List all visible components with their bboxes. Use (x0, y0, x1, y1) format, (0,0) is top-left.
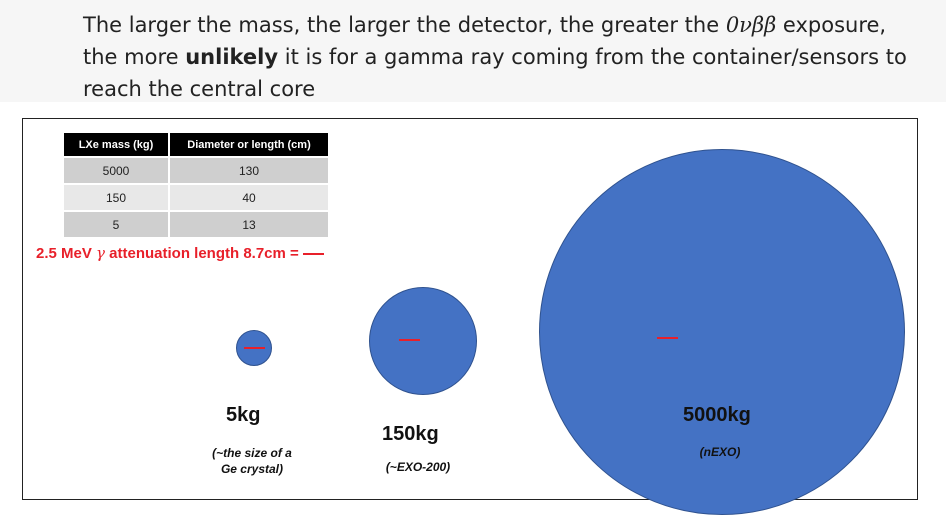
table-cell-diameter: 40 (169, 183, 328, 211)
table-row: 5 13 (64, 210, 328, 237)
table-cell-diameter: 130 (169, 156, 328, 184)
table-row: 150 40 (64, 183, 328, 211)
heading-line-3: reach the central core (83, 77, 316, 101)
detector-note: (~EXO-200) (368, 459, 468, 475)
table-row: 5000 130 (64, 156, 328, 184)
table-header-diameter: Diameter or length (cm) (169, 133, 328, 157)
attenuation-mark-5000kg (657, 337, 678, 339)
attenuation-scale-mark (302, 253, 324, 256)
attenuation-text: attenuation length 8.7cm = (105, 245, 299, 262)
detector-circle-150kg (369, 287, 477, 395)
attenuation-mark-5kg (244, 347, 265, 349)
attenuation-label: 2.5 MeV γ attenuation length 8.7cm = (36, 244, 324, 262)
detector-note-line: (~the size of a (212, 446, 292, 460)
heading-text: exposure, (776, 13, 887, 37)
table-cell-diameter: 13 (169, 210, 328, 237)
detector-note-line: (~EXO-200) (385, 460, 451, 474)
heading-text: the more (83, 45, 186, 69)
table-cell-mass: 5000 (64, 156, 170, 184)
heading-line-2: the more unlikely it is for a gamma ray … (83, 41, 933, 73)
detector-mass-label: 150kg (382, 423, 439, 445)
attenuation-mark-150kg (399, 339, 420, 341)
heading-text: it is for a gamma ray coming from the co… (278, 45, 907, 69)
attenuation-text: 2.5 MeV (36, 245, 97, 262)
gamma-symbol: γ (96, 244, 105, 262)
mass-diameter-table: LXe mass (kg) Diameter or length (cm) 50… (64, 133, 328, 237)
heading-text: The larger the mass, the larger the dete… (83, 13, 726, 37)
header-band (0, 0, 946, 102)
heading-math: 0νββ (725, 13, 777, 37)
table-header-row: LXe mass (kg) Diameter or length (cm) (64, 133, 328, 157)
detector-note-line: (nEXO) (699, 445, 741, 459)
slide-heading: The larger the mass, the larger the dete… (83, 9, 933, 105)
table-header-mass: LXe mass (kg) (64, 133, 170, 157)
detector-note: (~the size of a Ge crystal) (197, 445, 307, 477)
heading-line-1: The larger the mass, the larger the dete… (83, 9, 933, 41)
detector-mass-label: 5000kg (683, 404, 751, 426)
detector-note-line: Ge crystal) (220, 462, 284, 476)
detector-mass-label: 5kg (226, 404, 261, 426)
table-cell-mass: 5 (64, 210, 170, 237)
detector-circle-5000kg (539, 149, 905, 515)
detector-note: (nEXO) (680, 444, 760, 460)
heading-emphasis: unlikely (185, 45, 279, 69)
table-cell-mass: 150 (64, 183, 170, 211)
